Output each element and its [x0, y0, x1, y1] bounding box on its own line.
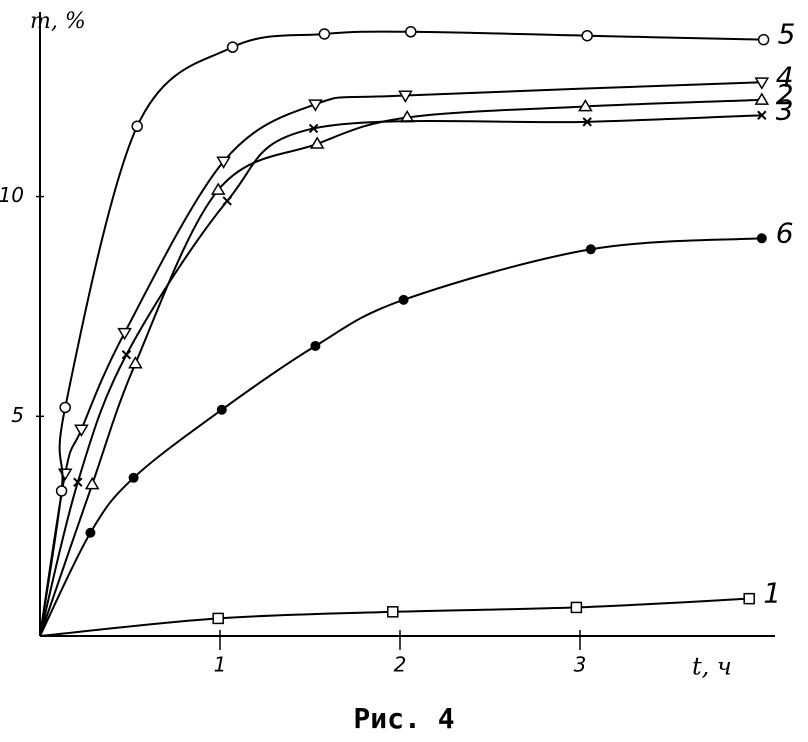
marker	[754, 92, 770, 105]
y-axis-label: m, %	[30, 9, 86, 34]
marker	[85, 527, 96, 538]
marker	[226, 41, 239, 53]
x-axis-label: t, ч	[692, 653, 732, 681]
series-label: 1	[763, 577, 781, 610]
series-line	[39, 114, 762, 637]
marker	[743, 592, 755, 605]
marker	[59, 401, 71, 414]
y-tick-label: 10	[0, 183, 24, 207]
marker	[84, 476, 100, 490]
marker	[216, 404, 227, 415]
series-label: 5	[778, 18, 796, 51]
marker	[128, 472, 139, 483]
marker	[117, 327, 132, 341]
marker	[212, 612, 224, 625]
marker	[308, 99, 323, 112]
marker	[754, 77, 770, 90]
marker	[398, 294, 409, 305]
marker	[74, 424, 89, 437]
marker	[310, 340, 321, 351]
marker	[405, 26, 417, 38]
marker	[582, 117, 592, 127]
series-line	[39, 81, 762, 637]
marker	[398, 90, 413, 103]
marker	[131, 120, 143, 133]
marker	[578, 98, 593, 112]
marker	[585, 244, 596, 255]
y-tick-label: 5	[11, 403, 24, 427]
marker	[128, 356, 143, 369]
marker	[73, 477, 83, 487]
series-label: 4	[776, 60, 794, 93]
marker	[581, 29, 593, 42]
marker	[757, 33, 770, 46]
series-label: 6	[776, 216, 794, 249]
series-label: 3	[776, 93, 794, 126]
series-line	[39, 30, 764, 637]
marker	[570, 601, 583, 614]
marker	[318, 28, 331, 40]
marker	[308, 123, 319, 134]
marker	[57, 468, 73, 481]
x-tick-label: 2	[394, 653, 407, 677]
x-tick-label: 3	[574, 653, 587, 677]
marker	[210, 182, 226, 195]
marker	[216, 156, 231, 169]
x-tick-label: 1	[214, 653, 227, 677]
series-label: 2	[776, 78, 794, 111]
caption: Рис. 4	[353, 702, 454, 735]
marker	[387, 606, 399, 618]
marker	[309, 136, 325, 149]
marker	[756, 233, 767, 244]
marker	[757, 110, 767, 120]
marker	[55, 485, 68, 497]
marker	[222, 196, 232, 206]
marker	[121, 350, 132, 360]
series-line	[39, 98, 762, 637]
